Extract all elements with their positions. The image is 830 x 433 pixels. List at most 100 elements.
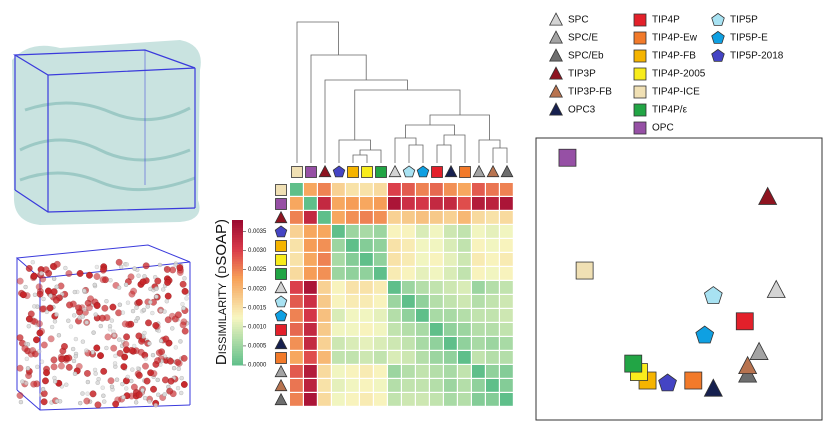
heat-cell [332,281,345,294]
heat-cell [304,253,317,266]
map-point [703,378,723,397]
legend-marker [633,49,647,63]
colorbar-step [232,282,243,286]
heat-cell [402,379,415,392]
heat-cell [388,253,401,266]
heat-cell [388,295,401,308]
heat-cell [472,323,485,336]
row-icon [275,352,287,364]
heat-cell [402,281,415,294]
colorbar-step [232,287,243,291]
heat-cell [318,351,331,364]
heat-cell [304,309,317,322]
map-point [624,354,643,373]
heat-cell [500,393,513,406]
heat-cell [388,393,401,406]
colorbar-step [232,229,243,233]
colorbar-step [232,350,243,354]
heat-cell [388,323,401,336]
heat-cell [332,267,345,280]
heat-cell [486,281,499,294]
heat-cell [472,393,485,406]
legend-marker [549,48,563,62]
legend-marker [633,13,647,27]
heat-cell [444,351,457,364]
heat-cell [290,379,303,392]
column-icon [459,166,471,178]
legend-marker [633,103,647,117]
heat-cell [430,393,443,406]
heat-cell [304,281,317,294]
heat-cell [290,337,303,350]
heat-cell [402,253,415,266]
heat-cell [346,211,359,224]
heat-cell [346,183,359,196]
heat-cell [318,309,331,322]
heat-cell [444,309,457,322]
heat-cell [374,295,387,308]
row-icon [274,309,288,322]
heat-cell [416,295,429,308]
heat-cell [290,323,303,336]
colorbar-step [232,314,243,318]
heat-cell [500,351,513,364]
heat-cell [374,183,387,196]
colorbar-step [232,256,243,260]
heat-cell [416,379,429,392]
heat-cell [360,281,373,294]
map-point [558,148,577,167]
heat-cell [416,225,429,238]
heat-cell [360,351,373,364]
row-icon [274,210,288,224]
colorbar-step [232,331,243,335]
heat-cell [430,253,443,266]
heat-cell [416,267,429,280]
heat-cell [290,253,303,266]
heat-cell [388,365,401,378]
heat-cell [402,323,415,336]
heat-cell [374,337,387,350]
heat-cell [458,183,471,196]
legend-label: TIP4P-ICE [652,87,700,98]
heat-cell [458,393,471,406]
heat-cell [374,239,387,252]
colorbar-step [232,234,243,238]
heat-cell [458,337,471,350]
heat-cell [402,267,415,280]
column-icon [347,166,359,178]
heat-cell [472,365,485,378]
heat-cell [430,295,443,308]
heat-cell [430,183,443,196]
heat-cell [374,211,387,224]
heat-cell [374,253,387,266]
heat-cell [458,351,471,364]
heat-cell [500,253,513,266]
heat-cell [472,253,485,266]
heat-cell [290,351,303,364]
heat-cell [360,253,373,266]
heat-cell [318,393,331,406]
colorbar-tick-label: 0.0030 [248,248,267,254]
colorbar-step [232,227,243,231]
heat-cell [332,351,345,364]
column-icon [318,164,332,178]
heat-cell [430,365,443,378]
colorbar-step [232,294,243,298]
heat-cell [402,211,415,224]
heat-cell [318,211,331,224]
heat-cell [486,295,499,308]
legend-label: TIP4P-FB [652,51,696,62]
heat-cell [416,211,429,224]
row-icon [274,364,288,378]
heat-cell [500,379,513,392]
heat-cell [346,337,359,350]
heat-cell [332,365,345,378]
heat-cell [500,183,513,196]
heat-cell [444,379,457,392]
heat-cell [374,323,387,336]
colorbar-step [232,307,243,310]
colorbar-step [232,263,243,267]
heat-cell [388,379,401,392]
colorbar-tick-label: 0.0015 [248,305,267,311]
heat-cell [304,323,317,336]
